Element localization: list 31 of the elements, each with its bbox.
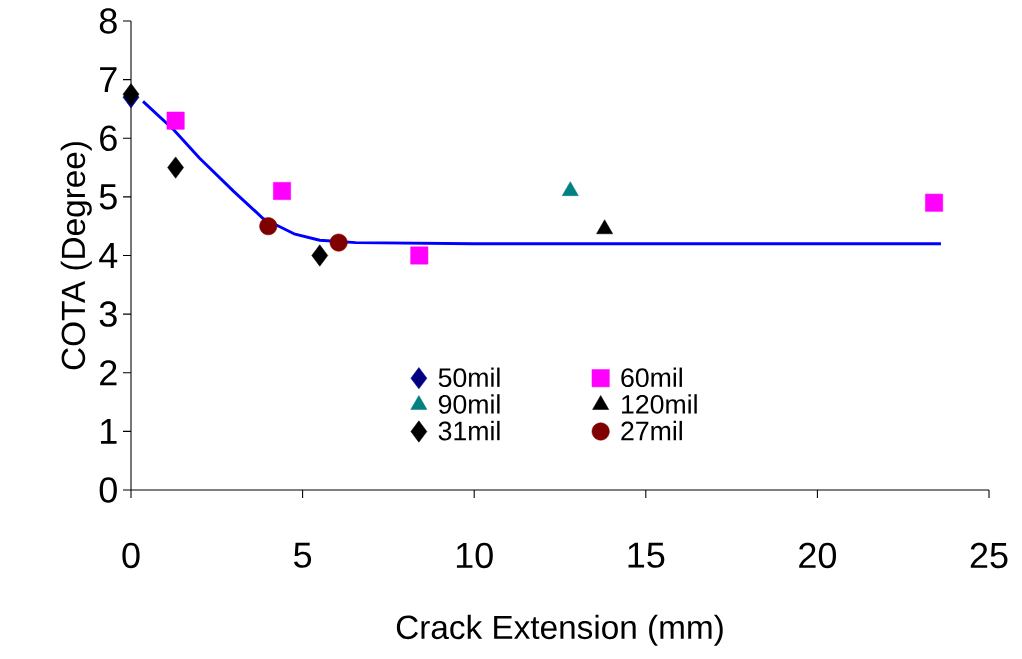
- x-tick-label: 10: [456, 542, 493, 569]
- legend-label: 90mil: [438, 394, 500, 414]
- y-tick-label: 6: [100, 125, 117, 151]
- y-tick-label: 2: [100, 360, 117, 386]
- x-tick-label: 5: [294, 542, 312, 568]
- y-tick-label: 0: [99, 477, 117, 503]
- y-tick-label: 5: [99, 184, 117, 210]
- point: [410, 246, 429, 265]
- point: [167, 156, 184, 179]
- point: [925, 193, 944, 212]
- legend-label: 50mil: [438, 367, 500, 388]
- legend-label: 120mil: [622, 394, 697, 414]
- x-tick-label: 25: [970, 542, 1008, 569]
- legend-label: 31mil: [438, 420, 500, 441]
- point: [329, 233, 348, 252]
- point: [166, 111, 185, 130]
- point: [273, 182, 291, 200]
- y-axis-title: COTA (Degree): [60, 142, 92, 370]
- point: [259, 217, 278, 236]
- y-tick-label: 7: [100, 67, 117, 92]
- y-tick-label: 8: [99, 8, 117, 34]
- legend-label: 60mil: [621, 367, 682, 388]
- x-tick-label: 0: [122, 542, 140, 569]
- y-tick-label: 4: [99, 243, 118, 268]
- legend-label: 27mil: [621, 420, 682, 441]
- x-axis-title: Crack Extension (mm): [396, 614, 723, 646]
- point: [311, 244, 329, 267]
- x-tick-label: 20: [799, 542, 837, 569]
- x-tick-label: 15: [628, 542, 665, 568]
- y-tick-label: 1: [101, 418, 117, 444]
- y-tick-label: 3: [99, 301, 117, 327]
